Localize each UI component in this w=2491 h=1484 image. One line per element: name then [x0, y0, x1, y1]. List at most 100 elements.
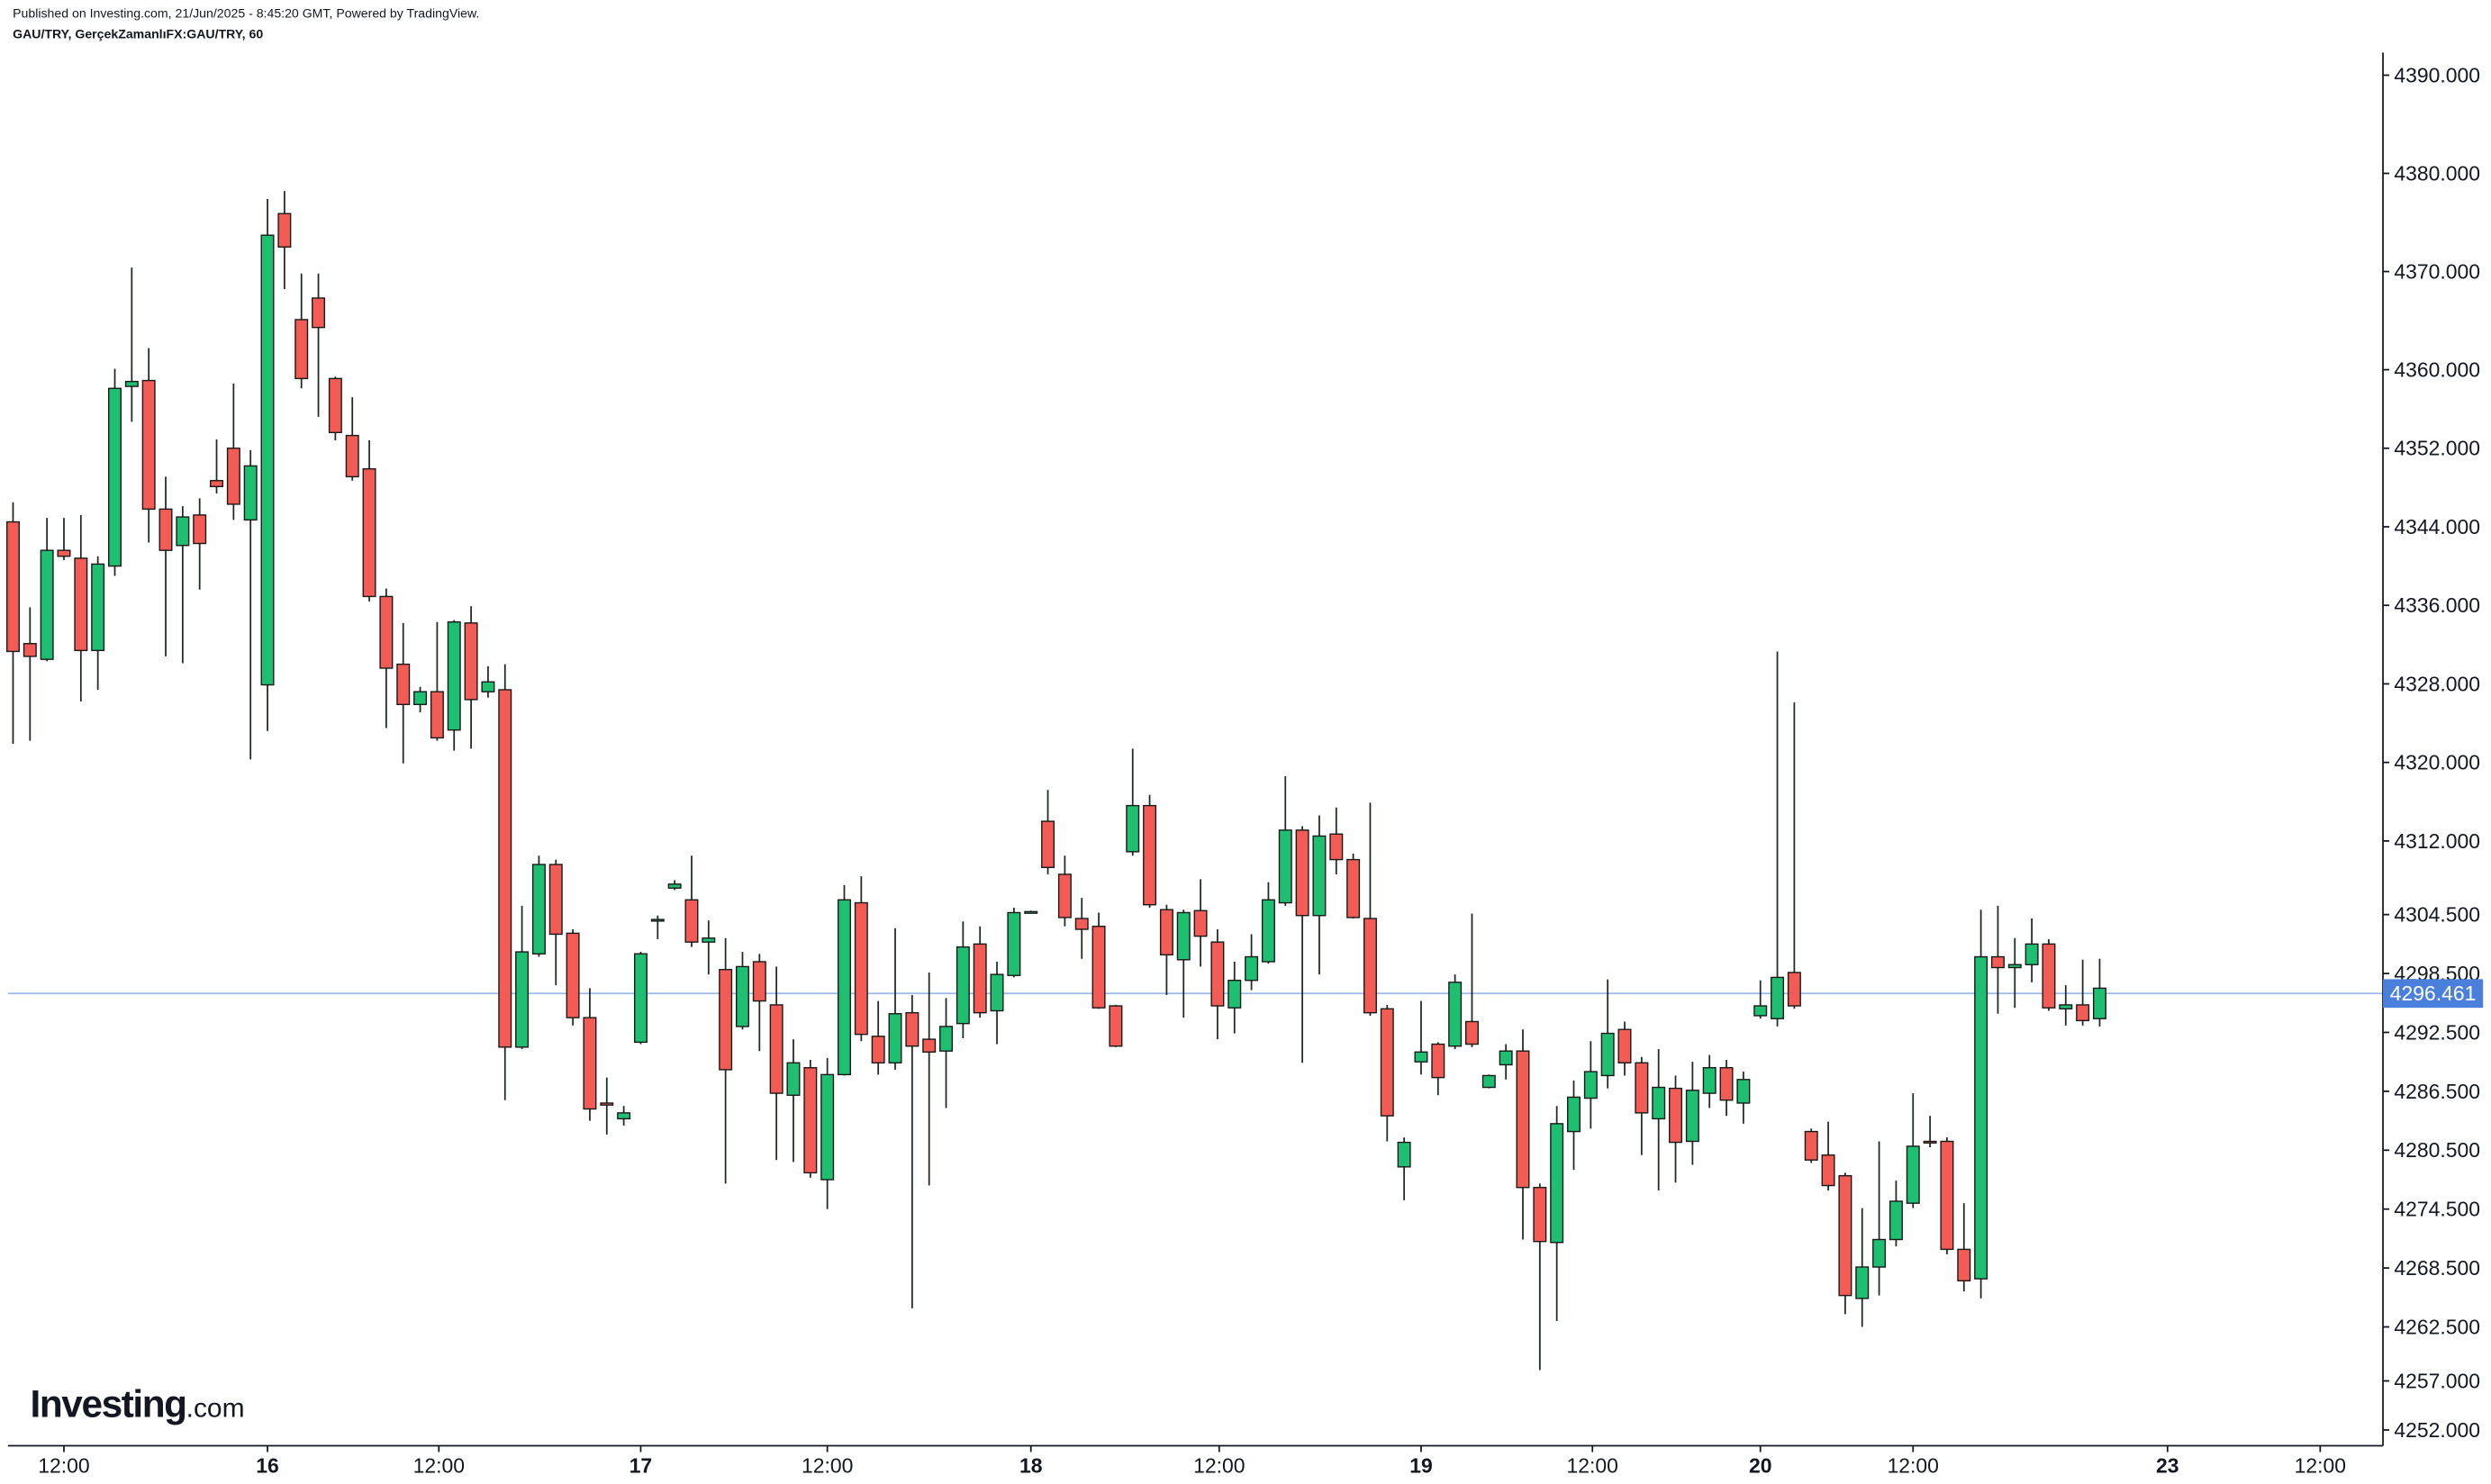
candle-body [243, 465, 258, 521]
last-price-label: 4296.461 [2390, 982, 2477, 1005]
candle-body [1635, 1062, 1649, 1114]
candle-body [294, 319, 309, 380]
candle-body [1143, 804, 1157, 906]
candle-body [57, 549, 71, 557]
candle-body [583, 1017, 597, 1110]
candle-body [1600, 1032, 1615, 1077]
candle-body [1804, 1130, 1818, 1161]
candle-body [820, 1073, 835, 1181]
x-tick-label: 18 [1019, 1453, 1043, 1477]
y-tick-label: 4352.000 [2394, 437, 2480, 460]
candle-body [939, 1026, 954, 1052]
candle-body [1499, 1050, 1513, 1066]
candle-body [1346, 858, 1361, 918]
candle-body [23, 643, 37, 657]
logo-brand: Investing [31, 1383, 186, 1425]
candle-body [481, 681, 495, 692]
candle-body [1753, 1005, 1768, 1017]
y-tick-label: 4312.000 [2394, 829, 2480, 853]
candle-body [1787, 972, 1801, 1007]
candle-body [1617, 1028, 1632, 1063]
candle-body [1397, 1141, 1411, 1168]
candle-body [1380, 1008, 1394, 1117]
published-note: Published on Investing.com, 21/Jun/2025 … [13, 6, 479, 21]
candle-body [1245, 955, 1259, 982]
candle-body [888, 1013, 902, 1063]
candle-body [1669, 1087, 1683, 1144]
y-tick-label: 4292.500 [2394, 1020, 2480, 1044]
axes: 4390.000 4380.000 4370.000 4360.000 4352.000… [7, 52, 2484, 1477]
candle-body [1923, 1140, 1937, 1144]
candle-body [464, 622, 478, 701]
candle-body [1771, 976, 1785, 1019]
candle-body [1719, 1067, 1734, 1101]
candle-body [1821, 1154, 1835, 1187]
candle-body [277, 213, 292, 248]
candle-body [515, 951, 530, 1048]
candle-body [1464, 1020, 1479, 1045]
x-tick-label: 12:00 [1567, 1453, 1618, 1477]
y-tick-label: 4280.500 [2394, 1138, 2480, 1162]
candle-body [1652, 1086, 1666, 1120]
candle-body [1990, 955, 2005, 969]
candle-body [1329, 833, 1344, 861]
x-tick-label: 20 [1749, 1453, 1772, 1477]
candle-body [566, 932, 580, 1018]
candle-body [990, 973, 1004, 1012]
candle-body [1448, 982, 1463, 1047]
candle-body [1227, 979, 1242, 1009]
y-tick-label: 4257.000 [2394, 1369, 2480, 1392]
candle-body [1176, 911, 1191, 961]
y-tick-label: 4262.500 [2394, 1315, 2480, 1338]
x-tick-label: 16 [256, 1453, 279, 1477]
y-tick-label: 4274.500 [2394, 1198, 2480, 1221]
candle-body [312, 297, 326, 329]
candle-body [719, 968, 733, 1071]
y-tick-label: 4252.000 [2394, 1418, 2480, 1442]
candle-body [74, 557, 88, 652]
y-tick-label: 4286.500 [2394, 1080, 2480, 1103]
logo: Investing.com [31, 1383, 245, 1425]
candle-body [1974, 955, 1988, 1280]
candle-body [1855, 1266, 1870, 1299]
candle-body [362, 467, 376, 598]
candle-body [1210, 941, 1225, 1007]
candle-body [633, 953, 648, 1044]
candle-body [617, 1112, 631, 1120]
candle-body [2025, 943, 2039, 965]
candle-body [1583, 1071, 1598, 1099]
candle-body [2042, 943, 2056, 1009]
candle-body [548, 864, 563, 936]
candle-body [1431, 1043, 1445, 1079]
candle-body [956, 946, 970, 1025]
candle-body [1041, 820, 1055, 869]
y-tick-label: 4360.000 [2394, 357, 2480, 381]
candle-body [1872, 1238, 1887, 1268]
candle-body [600, 1102, 614, 1106]
y-tick-label: 4370.000 [2394, 259, 2480, 283]
candle-body [769, 1004, 784, 1094]
candle-body [124, 380, 139, 387]
candle-body [1092, 926, 1106, 1009]
logo-suffix: .com [186, 1394, 245, 1424]
x-tick-label: 12:00 [1193, 1453, 1245, 1477]
candle-body [260, 234, 275, 686]
candle-body [176, 516, 190, 547]
candle-body [2007, 964, 2022, 969]
candle-body [1906, 1145, 1920, 1204]
candle-body [871, 1036, 885, 1063]
candle-body [2092, 987, 2106, 1019]
candle-body [2076, 1004, 2090, 1022]
candle-body [1363, 918, 1377, 1014]
candle-body [1126, 804, 1140, 853]
candle-body [498, 689, 512, 1048]
candle-body [786, 1062, 801, 1096]
candle-body [91, 563, 105, 652]
y-tick-label: 4390.000 [2394, 63, 2480, 86]
candle-body [702, 937, 716, 943]
x-tick-label: 12:00 [413, 1453, 465, 1477]
candle-body [684, 899, 699, 943]
